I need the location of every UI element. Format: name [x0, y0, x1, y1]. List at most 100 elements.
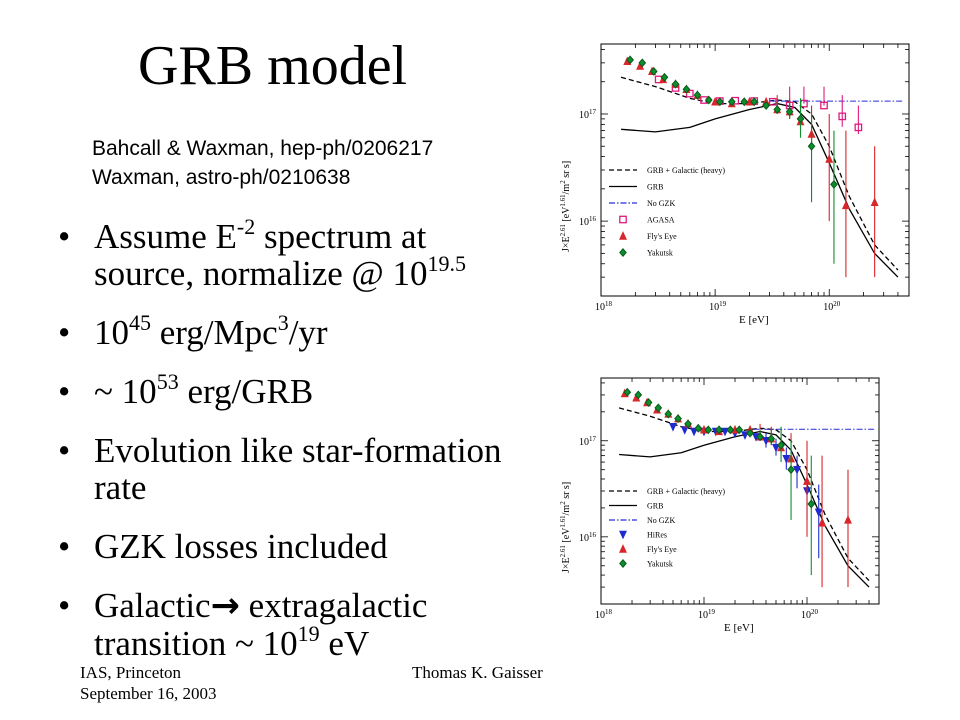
bullet-sup: -2 — [236, 214, 256, 240]
data-point — [793, 465, 802, 475]
data-point — [830, 179, 838, 189]
data-point — [787, 465, 795, 475]
data-point — [664, 409, 673, 419]
legend-label: HiRes — [647, 531, 667, 540]
bullet-text: Assume E — [94, 217, 237, 256]
bullet-sup: 3 — [277, 310, 289, 336]
data-point — [674, 414, 682, 424]
bullet-item: • ~ 1053 erg/GRB — [58, 371, 528, 411]
data-point — [654, 403, 663, 413]
footer-date: September 16, 2003 — [80, 684, 217, 703]
bottom-plot: 1018 1019 1020 1017 1016 E [eV] J×E2.61 [eV1.6… — [545, 372, 885, 652]
footer-author: Thomas K. Gaisser — [412, 663, 543, 682]
data-point — [626, 55, 634, 65]
data-point — [807, 141, 816, 151]
x-tick-label: 1020 — [823, 300, 841, 313]
data-point — [694, 423, 703, 433]
data-point — [619, 215, 627, 224]
data-point — [785, 107, 794, 117]
bullet-item: • Assume E-2 spectrum at source, normali… — [58, 216, 528, 293]
bullet-item: • GZK losses included — [58, 528, 528, 565]
legend-label: GRB — [647, 502, 663, 511]
bullet-text: spectrum at source, normalize @ 10 — [94, 217, 428, 293]
data-point — [684, 419, 692, 429]
bullet-sup: 19.5 — [427, 251, 467, 277]
bullet-dot: • — [58, 586, 71, 625]
bullet-dot: • — [58, 313, 71, 352]
data-point — [634, 390, 643, 400]
data-point — [619, 544, 627, 553]
data-point — [772, 443, 780, 453]
data-point — [682, 84, 691, 94]
footer-institution: IAS, Princeton — [80, 663, 182, 682]
bullet-dot: • — [58, 527, 71, 566]
legend-label: Yakutsk — [647, 249, 673, 258]
citation-2: Waxman, astro-ph/0210638 — [92, 166, 351, 189]
x-tick-label: 1020 — [801, 608, 819, 621]
x-tick-label: 1019 — [698, 608, 716, 621]
bullet-text: eV — [319, 624, 370, 663]
data-point — [727, 97, 736, 107]
data-point — [825, 154, 834, 163]
citations: Bahcall & Waxman, hep-ph/0206217 Waxman,… — [92, 134, 433, 192]
data-point — [680, 426, 689, 435]
data-point — [807, 499, 816, 509]
bullet-list: • Assume E-2 spectrum at source, normali… — [58, 216, 528, 684]
data-point — [726, 425, 735, 435]
data-point — [841, 200, 850, 210]
legend-label: No GZK — [647, 199, 675, 208]
bullet-text: Galactic — [94, 586, 211, 625]
bullet-text: Evolution like star-formation rate — [94, 431, 502, 507]
legend-label: GRB + Galactic (heavy) — [647, 166, 725, 175]
bullet-sup: 53 — [156, 369, 179, 395]
bullet-text: extragalactic transition ~ 10 — [94, 586, 428, 663]
data-point — [638, 58, 647, 68]
y-tick-label: 1017 — [579, 435, 597, 448]
x-tick-label: 1018 — [595, 300, 613, 313]
spectrum-chart-bottom: 1018 1019 1020 1017 1016 E [eV] J×E2.61 [eV1.6… — [559, 377, 880, 634]
data-point — [762, 437, 770, 446]
data-point — [693, 90, 702, 100]
data-point — [704, 425, 713, 435]
bullet-text: GZK losses included — [94, 527, 388, 566]
data-point — [767, 434, 776, 444]
data-point — [619, 231, 627, 240]
y-tick-label: 1016 — [579, 215, 597, 228]
data-point — [773, 105, 782, 115]
bullet-text: erg/Mpc — [151, 313, 278, 352]
bullet-sup: 19 — [297, 621, 320, 647]
y-axis-label: J×E2.61 [eV1.61/m2 sr s] — [559, 482, 572, 573]
bullet-text: erg/GRB — [178, 372, 314, 411]
data-point — [690, 427, 699, 437]
bullet-text: /yr — [288, 313, 328, 352]
top-plot: 1018 1019 1020 1017 1016 E [eV] J×E2.61 [eV1.6… — [545, 36, 915, 332]
data-point — [660, 72, 669, 82]
bullet-text: 10 — [94, 313, 129, 352]
footer-left: IAS, Princeton September 16, 2003 — [80, 662, 216, 704]
x-tick-label: 1019 — [709, 300, 727, 313]
legend-label: Fly's Eye — [647, 232, 677, 241]
data-point — [844, 515, 852, 524]
data-point — [715, 97, 724, 107]
legend-label: No GZK — [647, 516, 675, 525]
citation-1: Bahcall & Waxman, hep-ph/0206217 — [92, 137, 434, 160]
data-point — [814, 508, 823, 518]
legend-label: GRB + Galactic (heavy) — [647, 487, 725, 496]
y-axis-label: J×E2.61 [eV1.61/m2 sr s] — [559, 161, 572, 252]
data-point — [818, 517, 827, 527]
data-point — [644, 398, 653, 407]
data-point — [735, 425, 744, 435]
data-point — [704, 95, 713, 105]
bullet-item: • Evolution like star-formation rate — [58, 432, 528, 506]
legend-label: GRB — [647, 183, 663, 192]
data-point — [870, 197, 879, 206]
data-point — [854, 123, 863, 132]
plot-frame — [600, 377, 880, 605]
data-point — [619, 530, 627, 540]
data-point — [740, 97, 749, 107]
data-point — [768, 97, 777, 106]
legend-label: Fly's Eye — [647, 545, 677, 554]
bullet-item: • 1045 erg/Mpc3/yr — [58, 312, 528, 352]
arrow-icon: → — [210, 586, 240, 626]
data-point — [669, 423, 677, 432]
